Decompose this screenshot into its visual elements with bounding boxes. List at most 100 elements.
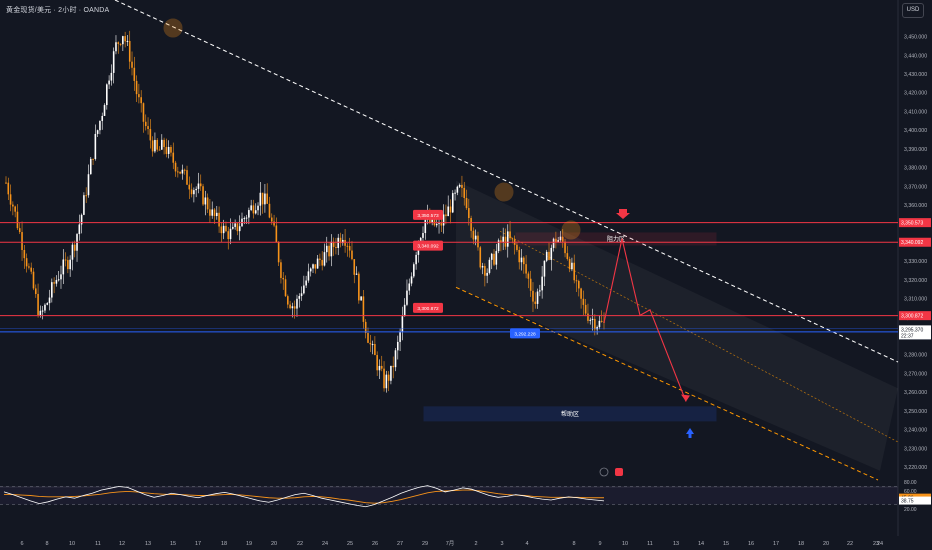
candle <box>339 232 342 248</box>
y-tick-label: 3,360.000 <box>904 203 927 209</box>
candle-body <box>122 36 124 45</box>
candle-body <box>144 121 147 127</box>
candle <box>598 315 601 330</box>
candle-body <box>559 236 562 241</box>
candle-body <box>199 183 202 187</box>
candle <box>96 129 99 138</box>
candle-body <box>591 318 594 320</box>
x-tick-label: 14 <box>698 541 704 547</box>
candle <box>94 124 97 161</box>
candle <box>413 262 415 279</box>
candle <box>325 236 328 263</box>
candle-body <box>21 232 23 250</box>
candle-body <box>369 342 372 345</box>
candle-body <box>284 279 287 297</box>
axis-tag-upper-bg <box>899 218 931 228</box>
candle <box>307 263 310 283</box>
candle-body <box>147 126 149 130</box>
candle-body <box>346 245 349 247</box>
candle-body <box>14 206 16 212</box>
candle <box>147 117 149 135</box>
axis-tag-upper[interactable]: 3,350.573 <box>899 218 931 228</box>
candle-body <box>309 268 312 272</box>
candle <box>534 292 537 309</box>
candle-body <box>277 242 280 263</box>
time-axis[interactable]: 6 8 10 11 12 13 15 17 18 19 20 22 24 25 26 27 29 7月 2 3 4 8 9 1… <box>20 540 883 547</box>
candle-body <box>557 240 559 243</box>
candle <box>34 284 37 298</box>
support-zone-label: 帮助区 <box>561 410 579 418</box>
candle-body <box>197 183 200 189</box>
candle <box>488 257 491 275</box>
candle <box>385 370 388 393</box>
candle-body <box>220 226 223 234</box>
candle <box>351 241 353 261</box>
candle <box>170 144 172 157</box>
candle-body <box>53 282 55 284</box>
candle-body <box>594 318 596 330</box>
channel-fill <box>456 180 898 471</box>
candle-body <box>422 233 424 238</box>
candle-body <box>60 274 62 280</box>
candle-body <box>7 182 10 195</box>
candle-body <box>307 271 310 281</box>
candle-body <box>257 205 259 211</box>
candle <box>209 199 211 223</box>
candle <box>479 246 482 270</box>
rsi-tick-label: 60.00 <box>904 489 917 495</box>
x-tick-label: 19 <box>246 541 252 547</box>
candle-body <box>101 115 104 121</box>
candle <box>9 184 12 212</box>
price-axis[interactable]: 3,450.000 3,440.000 3,430.000 3,420.000 3,41… <box>899 35 931 513</box>
candle-body <box>149 129 152 141</box>
candle-body <box>465 197 468 209</box>
x-tick-label: 27 <box>397 541 403 547</box>
candle-body <box>387 374 390 381</box>
candle <box>470 215 472 238</box>
candle <box>536 288 539 309</box>
x-tick-label: 17 <box>773 541 779 547</box>
candle <box>32 267 35 291</box>
candle-body <box>506 231 509 247</box>
axis-tag-lower[interactable]: 3,340.092 <box>899 237 931 247</box>
x-tick-label: 13 <box>673 541 679 547</box>
axis-tag-support[interactable]: 3,300.872 <box>899 311 931 321</box>
last-price-bg <box>899 325 931 340</box>
candle <box>44 303 46 314</box>
candle-body <box>442 214 445 226</box>
calendar-icon[interactable] <box>615 468 623 476</box>
candle <box>172 142 175 170</box>
candle <box>25 253 28 273</box>
x-tick-label: 22 <box>297 541 303 547</box>
currency-button[interactable]: USD <box>902 3 924 18</box>
x-tick-label: 4 <box>525 541 528 547</box>
candle-body <box>312 264 314 269</box>
candle-body <box>587 313 589 321</box>
y-tick-label: 3,270.000 <box>904 371 927 377</box>
candle <box>199 174 202 191</box>
candle-body <box>534 301 537 304</box>
candle <box>403 298 406 317</box>
resistance-zone-label: 阻力区 <box>607 235 625 243</box>
candle-body <box>39 310 42 316</box>
candle <box>461 175 463 197</box>
y-tick-label: 3,390.000 <box>904 147 927 153</box>
candle-body <box>99 120 101 131</box>
candle-body <box>156 139 159 150</box>
candle-body <box>600 320 603 322</box>
candle <box>490 252 493 270</box>
candle <box>254 203 257 215</box>
candle <box>179 171 181 175</box>
candle <box>138 83 140 104</box>
candle-body <box>529 278 532 291</box>
candle-body <box>236 223 239 232</box>
flash-icon[interactable] <box>599 467 609 477</box>
level-tag-lower-text: 3,340.092 <box>417 244 439 250</box>
candle-body <box>348 246 351 251</box>
candle-body <box>190 189 193 195</box>
candle-body <box>399 331 401 342</box>
candle <box>87 164 90 198</box>
candle <box>71 241 74 271</box>
